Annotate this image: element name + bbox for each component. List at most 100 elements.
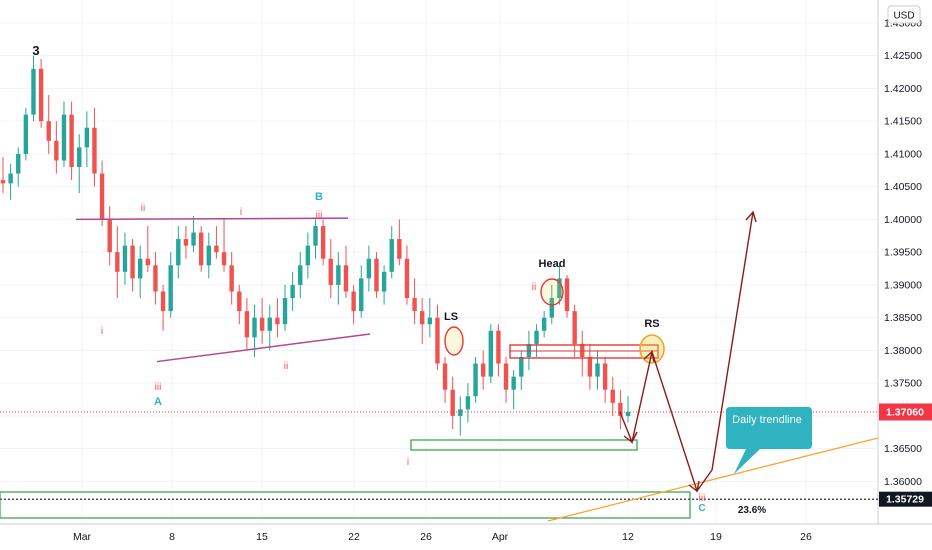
label-rs: RS [644,318,659,330]
candle-body [343,265,349,292]
candle-body [137,258,143,279]
rs-circle [639,334,665,364]
candle-body [374,258,379,292]
candle-body [519,356,524,377]
candle-body [8,173,13,184]
wave-label-c: C [698,503,705,514]
arrow-head-2 [643,350,655,363]
currency-badge[interactable]: USD [887,5,921,24]
current-price-label: 1.37060 [886,406,924,418]
candle-body [564,278,570,312]
candle-body [282,298,288,325]
ls-circle [444,326,464,356]
y-tick-label: 1.42500 [884,50,922,62]
candle-body [191,232,196,246]
y-tick-label: 1.39000 [884,279,922,291]
candle-body [46,121,51,141]
candle-body [305,245,311,266]
y-tick-label: 1.38000 [884,345,922,357]
wave-label-iii-3: iii [699,493,706,504]
candle-body [328,258,333,285]
candle-body [580,343,585,357]
y-axis-labels: 1.360001.365001.370001.375001.380001.385… [884,17,922,488]
pattern-lower-line [156,333,371,363]
y-tick-label: 1.36500 [884,443,922,455]
x-tick-label: 8 [169,531,175,543]
candle-body [511,376,516,390]
y-tick-label: 1.36000 [884,476,922,488]
candle-body [298,265,303,285]
x-tick-label: Mar [73,531,92,543]
candle-body [473,363,478,397]
candle-body [168,265,173,312]
candle-body [221,252,227,266]
candle-body [183,239,189,246]
pattern-upper-line [75,217,349,221]
candle-body [38,68,44,122]
candle-body [244,311,250,338]
arrow-head-4 [745,210,757,223]
wave-label-iii-2: iii [316,210,323,221]
candle-body [92,127,97,174]
candle-body [427,317,433,325]
candle-body [61,114,67,161]
candle-body [480,363,486,377]
wave-label-i-2: i [240,207,242,218]
candle-body [450,389,455,416]
y-tick-label: 1.41500 [884,116,922,128]
candle-body [496,330,501,364]
candle-body [587,356,593,377]
candle-body [198,232,204,266]
annotation-labels: 3 ii i iii A i ii B iii i ii LS Head RS … [32,43,766,516]
candle-body [420,311,425,325]
y-tick-label: 1.40500 [884,181,922,193]
x-tick-label: Apr [492,531,509,543]
drawings [0,210,879,522]
wave-label-a: A [154,396,162,408]
callout-text: Daily trendline [732,414,802,426]
y-tick-label: 1.38500 [884,312,922,324]
level-price-label: 1.35729 [886,494,924,506]
candle-body [237,291,242,312]
x-tick-label: 15 [256,531,268,543]
wave-label-ii-3: ii [532,282,536,293]
head-circle [540,278,564,306]
y-tick-label: 1.40000 [884,214,922,226]
x-tick-label: 26 [420,531,432,543]
candle-body [397,239,402,259]
candle-body [313,225,318,246]
x-tick-label: 19 [710,531,722,543]
wave-label-3: 3 [32,43,39,58]
candles [0,55,631,436]
candle-body [77,147,82,168]
y-tick-label: 1.39500 [884,247,922,259]
candle-body [23,114,29,154]
candle-body [122,245,128,272]
candle-body [351,291,356,312]
candle-body [549,298,554,318]
candle-body [320,225,326,259]
y-tick-label: 1.42000 [884,83,922,95]
wave-label-i-3: i [407,457,409,468]
x-tick-label: 22 [348,531,360,543]
daily-trendline [547,437,879,522]
candle-body [602,363,608,390]
candle-body [366,258,372,279]
candle-body [625,411,631,416]
candle-body [229,265,234,292]
projection-path [619,211,754,493]
label-head: Head [539,258,566,270]
arrow-head-1 [623,431,638,444]
current-price-tag: 1.37060 [879,403,932,421]
candle-body [16,153,21,174]
arrow-head-3 [688,480,700,493]
candle-body [595,363,600,377]
candle-body [572,311,577,344]
candle-body [99,173,105,220]
candle-body [31,68,36,115]
x-tick-label: 26 [800,531,812,543]
candle-body [275,317,280,325]
level-price-tag: 1.35729 [879,491,932,507]
candle-body [503,363,509,390]
